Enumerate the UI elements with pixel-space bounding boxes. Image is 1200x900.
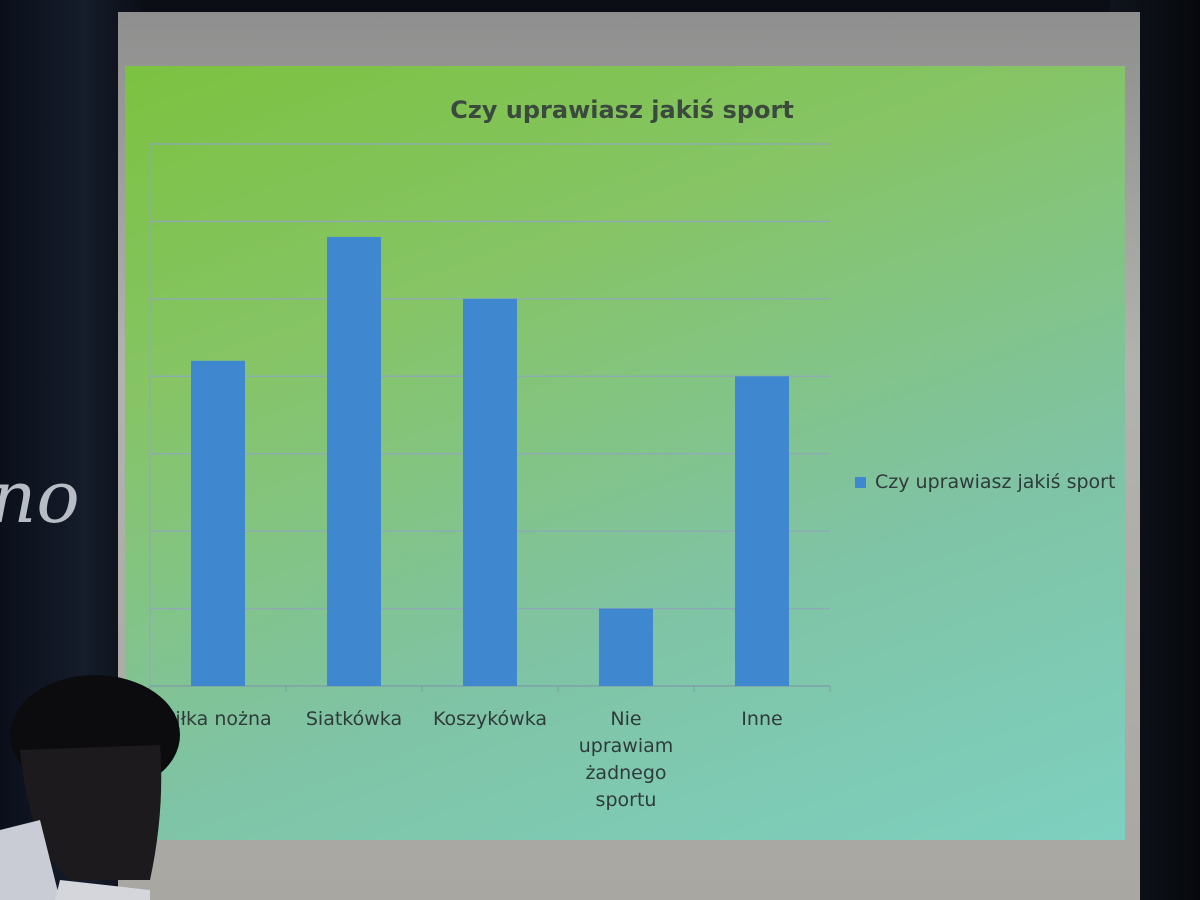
- presenter-silhouette: [0, 675, 180, 900]
- wall-lettering: no: [0, 455, 80, 539]
- chart-title: Czy uprawiasz jakiś sport: [450, 96, 794, 124]
- bar-chart: Czy uprawiasz jakiś sport Piłka nożna Sia…: [149, 96, 1115, 811]
- category-label-3: Nie uprawiam żadnego sportu: [579, 708, 674, 811]
- category-label-1: Siatkówka: [306, 708, 402, 730]
- bar-2: [463, 298, 517, 686]
- legend-label: Czy uprawiasz jakiś sport: [875, 471, 1115, 493]
- bar-4: [735, 376, 789, 686]
- legend-swatch: [855, 477, 866, 488]
- category-label-2: Koszykówka: [433, 708, 547, 730]
- category-label-0: Piłka nożna: [164, 708, 271, 730]
- projected-slide: Czy uprawiasz jakiś sport Piłka nożna Sia…: [125, 66, 1125, 840]
- bar-0: [191, 360, 245, 686]
- bar-3: [599, 608, 653, 686]
- bar-1: [327, 236, 381, 686]
- category-label-4: Inne: [741, 708, 782, 730]
